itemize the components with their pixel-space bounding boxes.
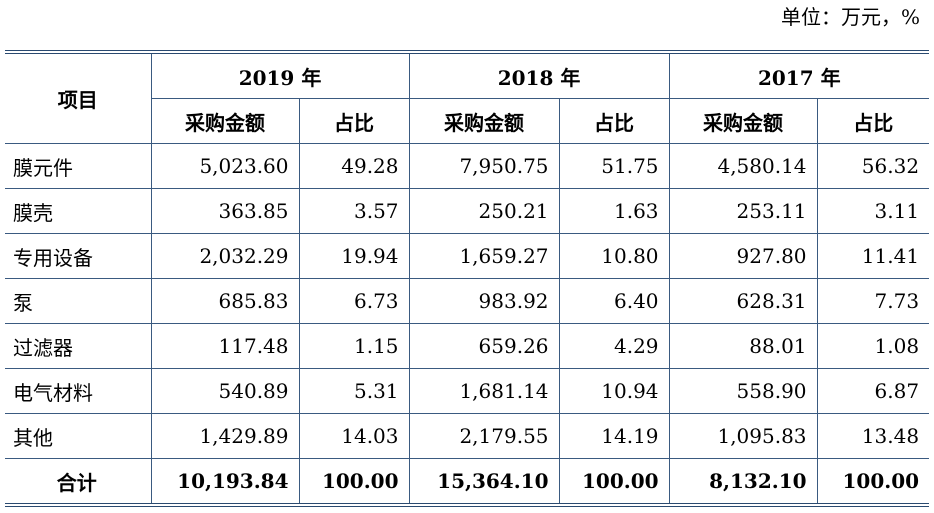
cell-amount-2017: 8,132.10 [668,458,818,507]
amount-header-2019: 采购金额 [151,98,300,144]
cell-amount-2019: 2,032.29 [150,233,300,279]
cell-ratio-2018: 100.00 [558,458,670,507]
cell-ratio-2019: 5.31 [298,368,410,414]
cell-amount-2018: 2,179.55 [408,413,560,459]
header-row-columns: 采购金额 占比 采购金额 占比 采购金额 占比 [5,98,930,144]
cell-ratio-2019: 3.57 [298,188,410,234]
cell-amount-2019: 1,429.89 [150,413,300,459]
cell-ratio-2018: 10.94 [558,368,670,414]
cell-amount-2017: 88.01 [668,323,818,369]
cell-ratio-2018: 14.19 [558,413,670,459]
row-label: 泵 [5,278,152,324]
cell-amount-2019: 10,193.84 [150,458,300,507]
cell-ratio-2019: 6.73 [298,278,410,324]
cell-amount-2018: 1,681.14 [408,368,560,414]
ratio-header-2018: 占比 [558,98,670,144]
cell-amount-2019: 5,023.60 [150,143,300,189]
cell-ratio-2017: 100.00 [816,458,930,507]
year-header-2019: 2019 年 [150,50,410,99]
cell-ratio-2017: 11.41 [816,233,930,279]
cell-ratio-2018: 1.63 [558,188,670,234]
cell-amount-2017: 4,580.14 [668,143,818,189]
cell-amount-2017: 558.90 [668,368,818,414]
table-row: 电气材料 540.89 5.31 1,681.14 10.94 558.90 6.87 [5,368,930,414]
cell-amount-2019: 363.85 [150,188,300,234]
cell-ratio-2017: 6.87 [816,368,930,414]
cell-amount-2018: 15,364.10 [408,458,560,507]
cell-ratio-2019: 49.28 [298,143,410,189]
ratio-header-2019: 占比 [298,98,410,144]
unit-label: 单位：万元，% [780,5,920,29]
table-row: 膜元件 5,023.60 49.28 7,950.75 51.75 4,580.14 56.… [5,143,930,189]
row-label: 过滤器 [5,323,152,369]
cell-ratio-2018: 4.29 [558,323,670,369]
item-header: 项目 [5,50,152,144]
cell-amount-2017: 253.11 [668,188,818,234]
cell-amount-2019: 540.89 [150,368,300,414]
year-header-2018: 2018 年 [408,50,670,99]
cell-ratio-2019: 1.15 [298,323,410,369]
table-row: 膜壳 363.85 3.57 250.21 1.63 253.11 3.11 [5,188,930,234]
cell-ratio-2017: 7.73 [816,278,930,324]
cell-ratio-2019: 14.03 [298,413,410,459]
cell-amount-2018: 983.92 [408,278,560,324]
table-row: 过滤器 117.48 1.15 659.26 4.29 88.01 1.08 [5,323,930,369]
amount-header-2017: 采购金额 [668,98,818,144]
row-label: 合计 [5,458,152,507]
cell-ratio-2018: 6.40 [558,278,670,324]
ratio-header-2017: 占比 [816,98,930,144]
cell-ratio-2019: 100.00 [298,458,410,507]
amount-header-2018: 采购金额 [408,98,560,144]
cell-ratio-2017: 3.11 [816,188,930,234]
cell-amount-2018: 659.26 [408,323,560,369]
cell-ratio-2017: 1.08 [816,323,930,369]
cell-ratio-2017: 56.32 [816,143,930,189]
cell-amount-2018: 1,659.27 [408,233,560,279]
row-label: 专用设备 [5,233,152,279]
row-label: 电气材料 [5,368,152,414]
row-label: 膜元件 [5,143,152,189]
cell-amount-2019: 685.83 [150,278,300,324]
purchase-table: 项目 2019 年 2018 年 2017 年 采购金额 占比 采购金额 占比 … [5,50,930,507]
cell-ratio-2017: 13.48 [816,413,930,459]
cell-ratio-2019: 19.94 [298,233,410,279]
cell-amount-2017: 927.80 [668,233,818,279]
cell-ratio-2018: 10.80 [558,233,670,279]
row-label: 膜壳 [5,188,152,234]
cell-amount-2019: 117.48 [150,323,300,369]
cell-amount-2018: 250.21 [408,188,560,234]
cell-amount-2017: 628.31 [668,278,818,324]
table-row: 泵 685.83 6.73 983.92 6.40 628.31 7.73 [5,278,930,324]
cell-ratio-2018: 51.75 [558,143,670,189]
header-row-years: 项目 2019 年 2018 年 2017 年 [5,50,930,144]
table-row: 专用设备 2,032.29 19.94 1,659.27 10.80 927.80 11.4… [5,233,930,279]
year-header-2017: 2017 年 [668,50,930,99]
total-row: 合计 10,193.84 100.00 15,364.10 100.00 8,132.10… [5,458,930,507]
row-label: 其他 [5,413,152,459]
table-row: 其他 1,429.89 14.03 2,179.55 14.19 1,095.83 13.4… [5,413,930,459]
cell-amount-2018: 7,950.75 [408,143,560,189]
cell-amount-2017: 1,095.83 [668,413,818,459]
